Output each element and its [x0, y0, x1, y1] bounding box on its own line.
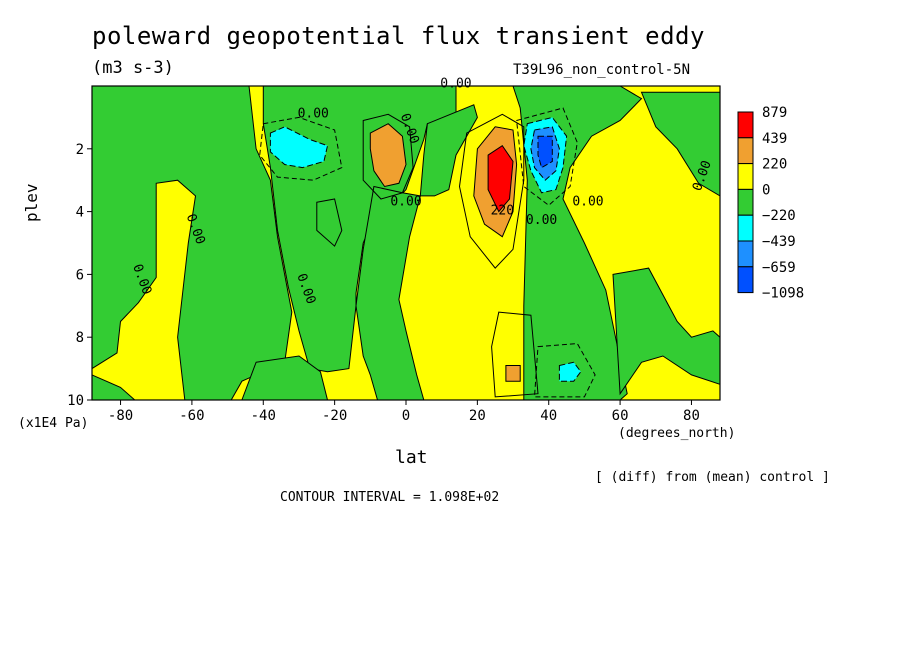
x-tick-label-7: 60: [612, 408, 629, 424]
x-tick-label-4: 0: [402, 408, 410, 424]
x-tick-label-8: 80: [683, 408, 700, 424]
x-axis-units: (degrees_north): [618, 426, 736, 441]
region-red-core: [487, 145, 514, 213]
run-label: T39L96_non_control-5N: [513, 62, 691, 78]
y-tick-label-3: 8: [76, 330, 84, 346]
chart-units: (m3 s-3): [92, 58, 174, 78]
y-tick-label-2: 6: [76, 267, 84, 283]
x-tick-label-2: -40: [251, 408, 276, 424]
x-tick-label-0: -80: [108, 408, 133, 424]
region-blue-core: [537, 135, 553, 169]
colorbar-label-0: 879: [762, 105, 787, 121]
contour-line-3: [516, 107, 578, 206]
region-negative-2: [355, 185, 425, 401]
contour-label-0: 0.00: [440, 77, 471, 92]
contour-label-6: 0.00: [572, 194, 603, 209]
x-tick-label-1: -60: [179, 408, 204, 424]
colorbar-swatch-0: [737, 111, 754, 139]
colorbar-label-2: 220: [762, 157, 787, 173]
y-axis-units: (x1E4 Pa): [18, 416, 89, 431]
contour-line-4: [316, 198, 343, 247]
contour-line-2: [259, 116, 343, 181]
contour-line-5: [491, 311, 539, 398]
colorbar-swatch-2: [737, 163, 754, 190]
region-negative-3: [419, 104, 478, 197]
y-tick-label-1: 4: [76, 205, 84, 221]
colorbar-label-6: −659: [762, 260, 796, 276]
contour-label-3: 0.00: [390, 194, 421, 209]
colorbar-label-5: −439: [762, 234, 796, 250]
colorbar-label-1: 439: [762, 131, 787, 147]
colorbar-label-3: 0: [762, 182, 770, 198]
region-orange-surface: [505, 365, 521, 382]
x-tick-label-6: 40: [540, 408, 557, 424]
y-tick-label-4: 10: [67, 393, 84, 409]
region-cyan-surface: [558, 361, 582, 382]
colorbar-label-7: −1098: [762, 286, 804, 302]
colorbar-swatch-3: [737, 188, 754, 216]
contour-label-4: 220: [491, 204, 514, 219]
colorbar-swatch-1: [737, 137, 754, 165]
chart-title: poleward geopotential flux transient edd…: [92, 22, 705, 50]
colorbar-swatch-6: [737, 266, 754, 294]
x-tick-label-5: 20: [469, 408, 486, 424]
region-cyan-south: [269, 126, 329, 169]
colorbar-swatch-4: [737, 214, 754, 242]
contour-interval: CONTOUR INTERVAL = 1.098E+02: [280, 490, 500, 505]
colorbar-label-4: −220: [762, 208, 796, 224]
y-tick-label-0: 2: [76, 142, 84, 158]
region-orange-equator: [369, 123, 407, 188]
contour-label-5: 0.00: [526, 213, 557, 228]
contour-line-6: [533, 342, 596, 398]
x-axis-label: lat: [395, 447, 428, 468]
region-negative-8: [241, 355, 329, 401]
footnote: [ (diff) from (mean) control ]: [595, 470, 830, 485]
contour-label-1: 0.00: [298, 106, 329, 121]
x-tick-label-3: -20: [322, 408, 347, 424]
colorbar-swatch-5: [737, 240, 754, 268]
contour-line-0: [362, 113, 414, 200]
contour-line-1: [458, 113, 525, 269]
